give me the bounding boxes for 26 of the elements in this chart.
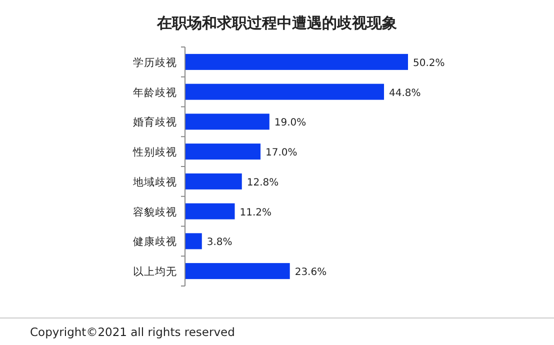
bar [185,263,290,280]
data-label: 17.0% [266,148,298,159]
bar [185,54,408,70]
text: Copyright©2021 all rights reserved [30,325,235,339]
data-label: 50.2% [413,58,445,69]
y-tick-label: 地域歧视 [132,175,177,188]
data-label: 19.0% [274,118,306,129]
bar [185,173,242,190]
y-tick-label: 以上均无 [133,265,177,278]
data-label: 11.2% [240,207,272,218]
y-tick-label: 健康歧视 [133,235,177,248]
data-label: 44.8% [389,88,421,99]
y-tick-label: 学历歧视 [133,56,177,69]
bar [185,203,235,220]
y-tick-label: 性别歧视 [132,146,177,159]
bar [185,84,384,100]
bar [185,144,261,160]
data-label: 3.8% [206,237,232,248]
data-label: 23.6% [294,267,327,278]
data-label: 12.8% [246,177,279,188]
bar [185,233,202,250]
y-tick-label: 年龄歧视 [133,86,177,99]
y-tick-label: 容貌歧视 [133,205,177,218]
y-tick-label: 婚育歧视 [133,116,177,129]
bar [185,114,270,130]
chart-title: 在职场和求职过程中遭遇的歧视现象 [156,14,397,32]
